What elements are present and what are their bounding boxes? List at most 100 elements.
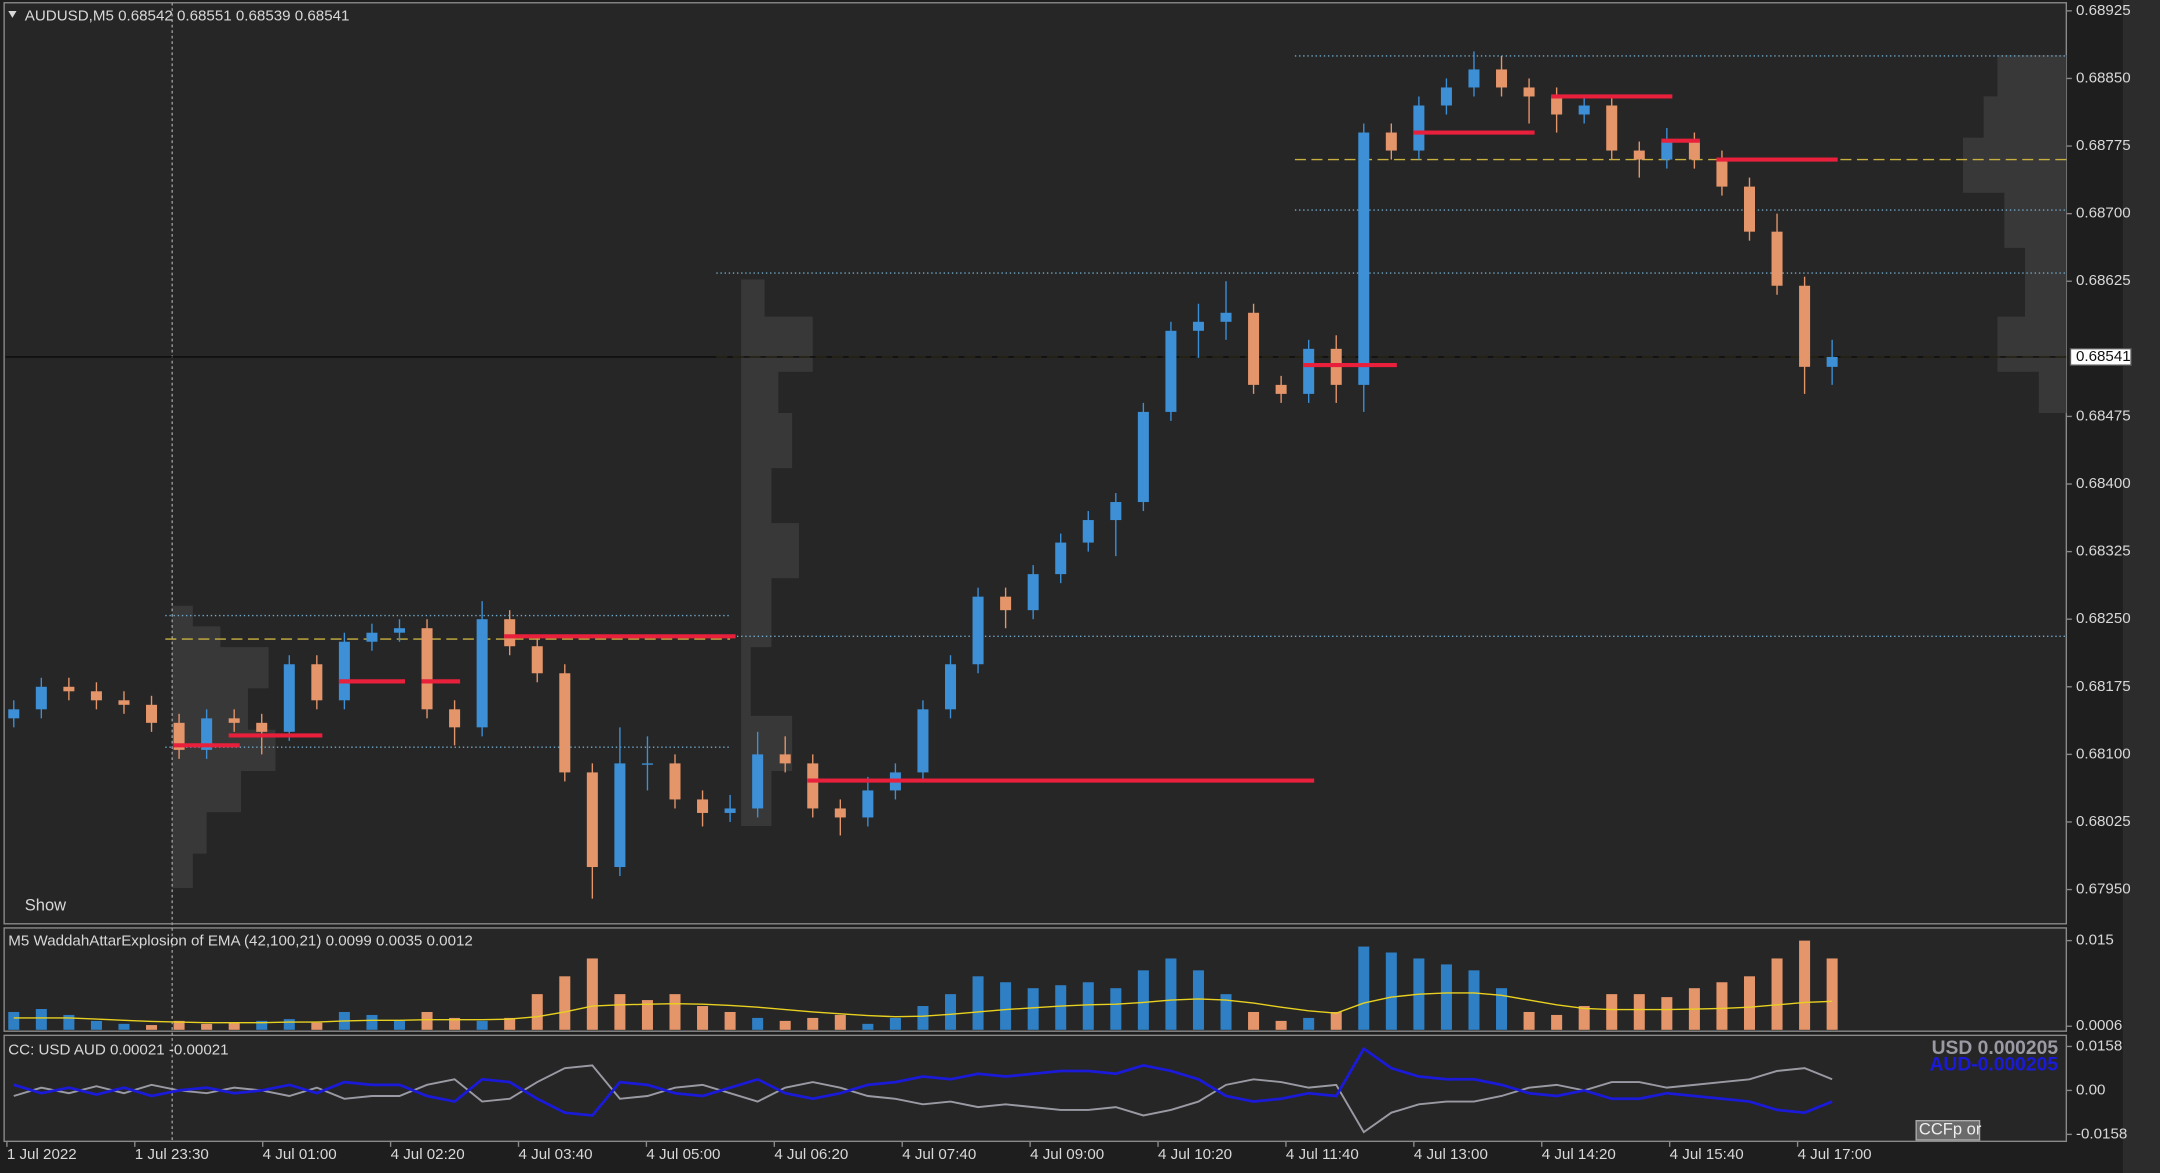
- candle-body: [972, 596, 984, 665]
- histogram-bar: [1799, 940, 1811, 1030]
- candle-body: [1606, 105, 1618, 151]
- candle-body: [311, 664, 323, 701]
- show-button-bg[interactable]: [20, 894, 68, 916]
- histogram-bar: [63, 1014, 75, 1030]
- histogram-bar: [201, 1023, 213, 1030]
- candle-body: [1110, 502, 1122, 521]
- y-tick-label: 0.68100: [2076, 745, 2131, 762]
- currency-line: [13, 1064, 1833, 1134]
- candle-body: [1303, 348, 1315, 394]
- y-tick-label: 0.00: [2076, 1081, 2105, 1098]
- histogram-bar: [1000, 982, 1012, 1030]
- histogram-bar: [1137, 970, 1149, 1030]
- y-tick-label: 0.68775: [2076, 137, 2131, 154]
- candle-body: [1220, 312, 1232, 322]
- candle-body: [228, 718, 240, 723]
- histogram-bar: [697, 1006, 709, 1030]
- y-tick-label: 0.015: [2076, 932, 2114, 949]
- bid-label-bg: [2069, 347, 2132, 366]
- candle-body: [1496, 69, 1508, 88]
- candle-body: [146, 704, 158, 723]
- histogram-bar: [614, 994, 626, 1030]
- y-tick-label: 0.68475: [2076, 407, 2131, 424]
- histogram-bar: [862, 1023, 874, 1030]
- histogram-bar: [1082, 982, 1094, 1030]
- histogram-bar: [118, 1023, 130, 1030]
- show-button[interactable]: Show: [25, 895, 66, 914]
- candle-body: [1000, 596, 1012, 611]
- cc-button[interactable]: CCFp or: [1919, 1120, 1982, 1139]
- candle-body: [118, 700, 130, 705]
- histogram-bar: [1303, 1017, 1315, 1030]
- histogram-bar: [834, 1014, 846, 1030]
- candle-body: [476, 619, 488, 728]
- candle-body: [945, 664, 957, 710]
- y-tick-label: 0.0158: [2076, 1037, 2122, 1054]
- candle-body: [531, 646, 543, 674]
- histogram-bar: [1716, 982, 1728, 1030]
- candle-body: [697, 799, 709, 813]
- y-tick-label: 0.68850: [2076, 69, 2131, 86]
- candle-body: [862, 790, 874, 818]
- histogram-bar: [1027, 988, 1039, 1030]
- menu-arrow[interactable]: [8, 11, 17, 18]
- histogram-bar: [35, 1009, 47, 1030]
- histogram-bar: [1496, 988, 1508, 1030]
- histogram-bar: [8, 1011, 20, 1030]
- x-tick-label: 4 Jul 03:40: [519, 1146, 593, 1163]
- histogram-bar: [889, 1017, 901, 1030]
- candle-body: [559, 673, 571, 773]
- x-tick-label: 4 Jul 05:00: [646, 1146, 720, 1163]
- cc-button-bg[interactable]: [1915, 1119, 1981, 1141]
- candle-body: [724, 808, 736, 813]
- histogram-bar: [669, 994, 681, 1030]
- candle-body: [807, 763, 819, 809]
- candle-body: [1440, 87, 1452, 106]
- bid-label: 0.68541: [2076, 348, 2131, 365]
- candle-body: [338, 641, 350, 701]
- histogram-bar: [393, 1020, 405, 1030]
- panel-title: CC: USD AUD 0.00021 -0.00021: [8, 1041, 228, 1058]
- candle-body: [1771, 231, 1783, 286]
- chart-layer: AUDUSD,M5 0.68542 0.68551 0.68539 0.6854…: [5, 2, 2132, 1163]
- volume-profile: [741, 279, 813, 827]
- y-tick-label: 0.67950: [2076, 881, 2131, 898]
- histogram-bar: [1220, 994, 1232, 1030]
- candle-body: [834, 808, 846, 818]
- histogram-bar: [476, 1020, 488, 1030]
- candle-body: [1688, 141, 1700, 160]
- histogram-bar: [504, 1017, 516, 1030]
- candle-body: [641, 763, 653, 765]
- histogram-bar: [752, 1017, 764, 1030]
- candle-body: [1468, 69, 1480, 88]
- candle-body: [504, 619, 516, 647]
- candle-body: [173, 722, 185, 750]
- x-tick-label: 4 Jul 14:20: [1542, 1146, 1616, 1163]
- legend-label: AUD-0.000205: [1930, 1055, 2059, 1076]
- candle-body: [8, 709, 20, 719]
- histogram-bar: [1385, 952, 1397, 1030]
- candle-body: [1826, 356, 1838, 367]
- candle-body: [1716, 159, 1728, 187]
- histogram-bar: [90, 1020, 102, 1030]
- candle-body: [1137, 411, 1149, 503]
- candle-body: [63, 686, 75, 692]
- y-tick-label: 0.68925: [2076, 2, 2131, 19]
- x-tick-label: 4 Jul 06:20: [774, 1146, 848, 1163]
- candle-body: [1578, 105, 1590, 115]
- histogram-bar: [1330, 1011, 1342, 1030]
- histogram-bar: [1523, 1011, 1535, 1030]
- x-tick-label: 4 Jul 10:20: [1158, 1146, 1232, 1163]
- histogram-bar: [366, 1014, 378, 1030]
- x-tick-label: 4 Jul 17:00: [1798, 1146, 1872, 1163]
- panel-title: AUDUSD,M5 0.68542 0.68551 0.68539 0.6854…: [25, 8, 350, 25]
- candle-body: [917, 709, 929, 773]
- x-tick-label: 4 Jul 15:40: [1670, 1146, 1744, 1163]
- histogram-bar: [228, 1022, 240, 1030]
- candle-body: [1413, 105, 1425, 151]
- histogram-bar: [311, 1022, 323, 1030]
- candle-body: [35, 686, 47, 710]
- histogram-bar: [1055, 985, 1067, 1030]
- candle-body: [421, 628, 433, 710]
- histogram-bar: [1826, 958, 1838, 1030]
